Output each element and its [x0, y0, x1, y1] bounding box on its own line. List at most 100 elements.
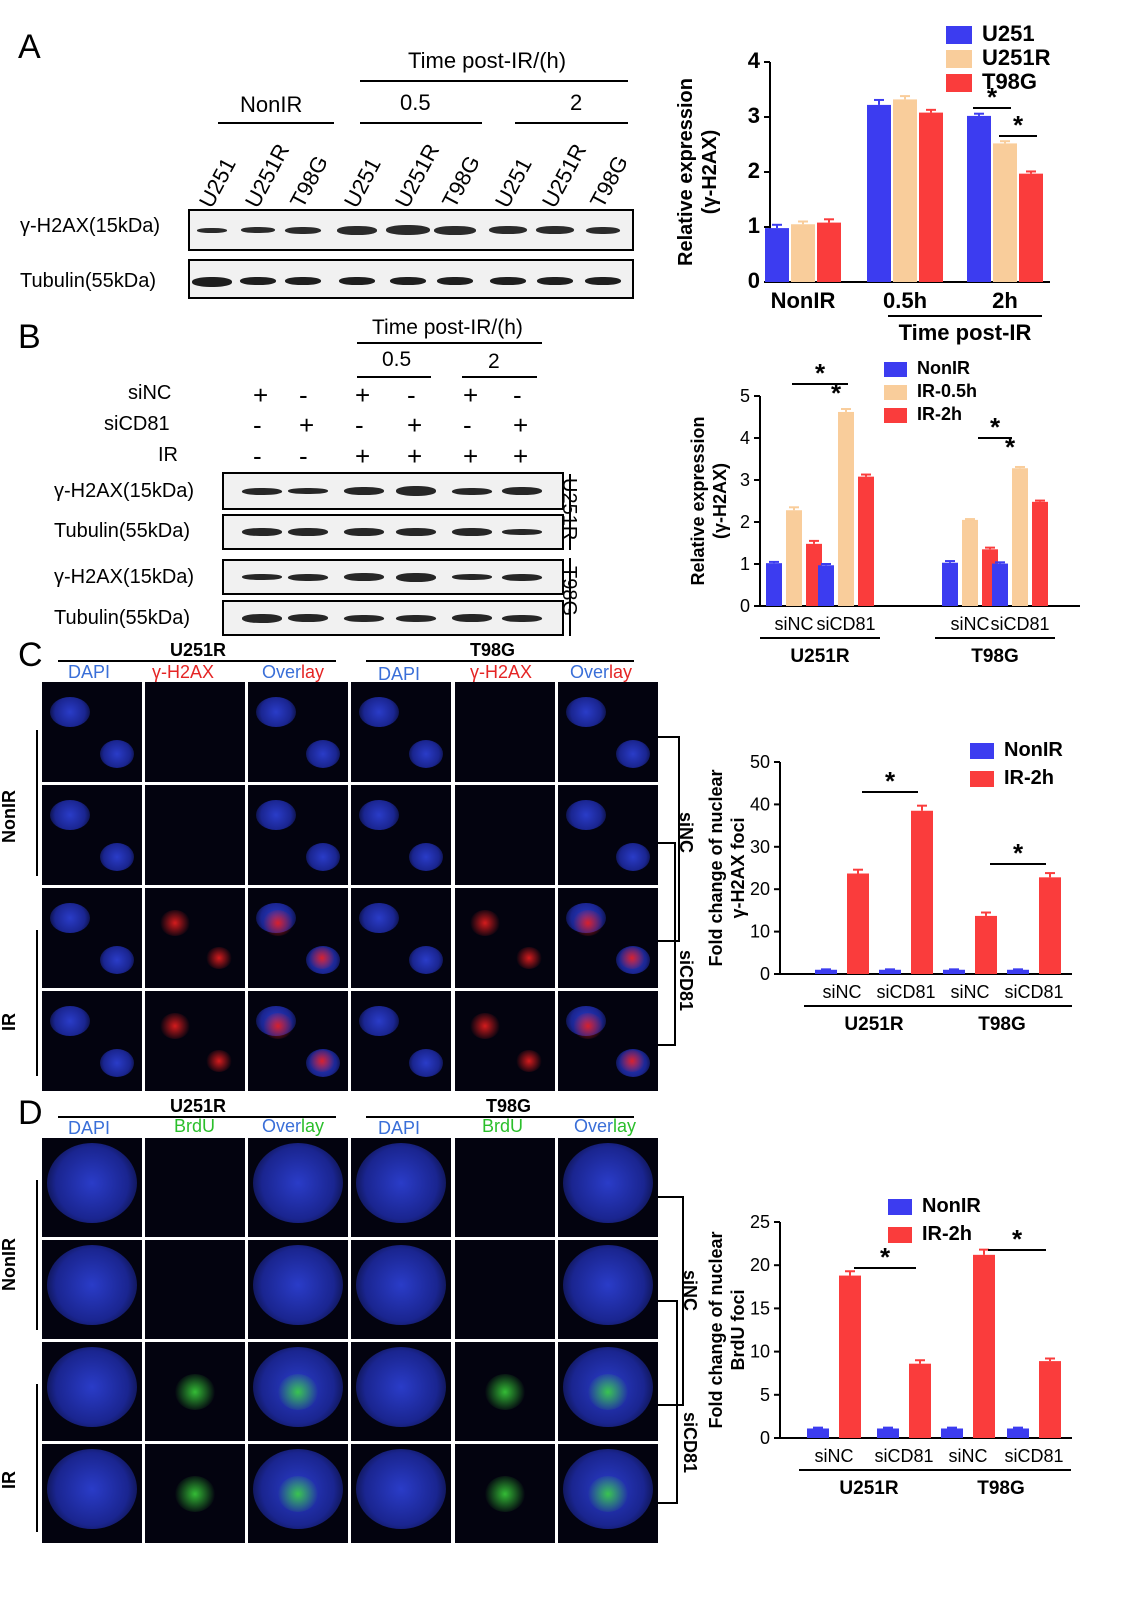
panel-c-brace-1c — [658, 940, 680, 942]
nucleus — [566, 800, 606, 830]
panel-c-row-nonir: NonIR — [0, 790, 19, 843]
foci-cluster — [160, 1013, 190, 1039]
foci-cluster — [470, 910, 500, 936]
bar — [818, 565, 834, 606]
blot-b-sign: - — [299, 441, 308, 471]
blot-a-lane-label: T98G — [585, 151, 633, 212]
micrograph-cell — [558, 1444, 658, 1543]
legend-swatch — [946, 50, 972, 68]
y-tick-label: 40 — [750, 794, 770, 814]
blot-a-time-label: Time post-IR/(h) — [408, 48, 567, 73]
panel-c-head-line-1 — [58, 660, 336, 662]
panel-c-left-line-1 — [36, 730, 38, 876]
blot-a-time-line — [360, 80, 628, 82]
overlay-over: Over — [570, 662, 610, 682]
foci-cluster — [175, 1374, 215, 1410]
significance-star: * — [1012, 1224, 1023, 1254]
micrograph-cell — [248, 1138, 348, 1237]
legend-swatch — [946, 26, 972, 44]
category-label: siNC — [951, 982, 990, 1002]
legend-swatch — [946, 74, 972, 92]
legend-swatch — [884, 362, 907, 377]
panel-d-line-u251r: U251R — [170, 1096, 227, 1116]
nucleus — [47, 1143, 137, 1223]
micrograph-cell — [248, 888, 348, 988]
panel-d-head-line-2 — [366, 1116, 634, 1118]
nucleus — [409, 1049, 443, 1077]
overlay-over: Over — [262, 1116, 302, 1136]
nucleus — [306, 740, 340, 768]
category-label: 0.5h — [883, 288, 927, 313]
micrograph-cell — [455, 888, 555, 988]
nucleus — [409, 740, 443, 768]
y-axis-label: Fold change of nuclear — [706, 1231, 726, 1428]
blot-a-lane-label: U251R — [537, 139, 592, 212]
panel-letter-d: D — [18, 1094, 43, 1132]
micrograph-cell — [248, 1240, 348, 1339]
blot-b-row-label-3: γ-H2AX(15kDa) — [54, 566, 195, 588]
bar — [942, 562, 958, 606]
micrograph-cell — [558, 1240, 658, 1339]
bar — [847, 873, 869, 974]
foci-cluster — [470, 1013, 500, 1039]
panel-c-chan-overlay-2: Overlay — [570, 662, 632, 683]
blot-b-time-line — [357, 342, 542, 344]
bar — [1012, 468, 1028, 606]
blot-b-sign: + — [355, 441, 371, 471]
bar — [858, 476, 874, 606]
blot-a-lane-label: U251 — [339, 153, 386, 212]
nucleus — [50, 697, 90, 727]
micrograph-cell — [145, 1138, 245, 1237]
blot-b-sign: + — [463, 441, 479, 471]
blot-b-sign: - — [463, 410, 472, 440]
blot-b-group-line-2 — [462, 376, 537, 378]
blot-b-sign: - — [299, 380, 308, 410]
panel-c-row-ir: IR — [0, 1013, 19, 1031]
micrograph-cell — [558, 1138, 658, 1237]
blot-b-side-line-1 — [569, 474, 571, 550]
blot-b-band — [452, 574, 492, 580]
panel-d-row-nonir: NonIR — [0, 1238, 19, 1291]
y-tick-label: 3 — [748, 103, 760, 128]
blot-a-group-line-1 — [218, 122, 334, 124]
panel-c-line-t98g: T98G — [470, 640, 516, 660]
y-tick-label: 10 — [750, 1342, 770, 1362]
blot-a-h2ax-band — [197, 227, 227, 233]
micrograph-cell — [145, 1240, 245, 1339]
blot-b-sign: + — [355, 380, 371, 410]
y-tick-label: 3 — [740, 470, 750, 490]
panel-d-head-line-1 — [58, 1116, 336, 1118]
micrograph-cell — [145, 1444, 245, 1543]
blot-b-band — [242, 528, 282, 536]
panel-d-chan-overlay-1: Overlay — [262, 1116, 324, 1137]
bar — [1019, 173, 1043, 282]
nucleus — [256, 800, 296, 830]
y-axis-label-2: (γ-H2AX) — [710, 463, 730, 539]
bar — [975, 915, 997, 974]
blot-b-band — [396, 528, 436, 536]
significance-star: * — [1013, 838, 1024, 868]
panel-letter-a: A — [18, 28, 41, 66]
micrograph-cell — [42, 991, 142, 1091]
significance-star: * — [885, 766, 896, 796]
group-label: T98G — [971, 646, 1019, 667]
panel-c-chan-h2ax-2: γ-H2AX — [470, 662, 533, 682]
nucleus — [359, 903, 399, 933]
nucleus — [256, 697, 296, 727]
category-label: 2h — [992, 288, 1018, 313]
nucleus — [356, 1347, 446, 1427]
blot-b-sign: - — [253, 410, 262, 440]
micrograph-cell — [351, 888, 451, 988]
panel-letter-c: C — [18, 636, 43, 674]
micrograph-cell — [248, 1342, 348, 1441]
micrograph-cell — [558, 785, 658, 885]
blot-a-group-05: 0.5 — [400, 90, 431, 115]
blot-a-tubulin-band — [285, 277, 321, 285]
legend-swatch — [888, 1199, 912, 1215]
micrograph-cell — [42, 1138, 142, 1237]
nucleus — [563, 1245, 653, 1325]
blot-b-cond-ir: IR — [158, 444, 178, 466]
foci-cluster — [619, 947, 645, 969]
bar — [1007, 969, 1029, 974]
